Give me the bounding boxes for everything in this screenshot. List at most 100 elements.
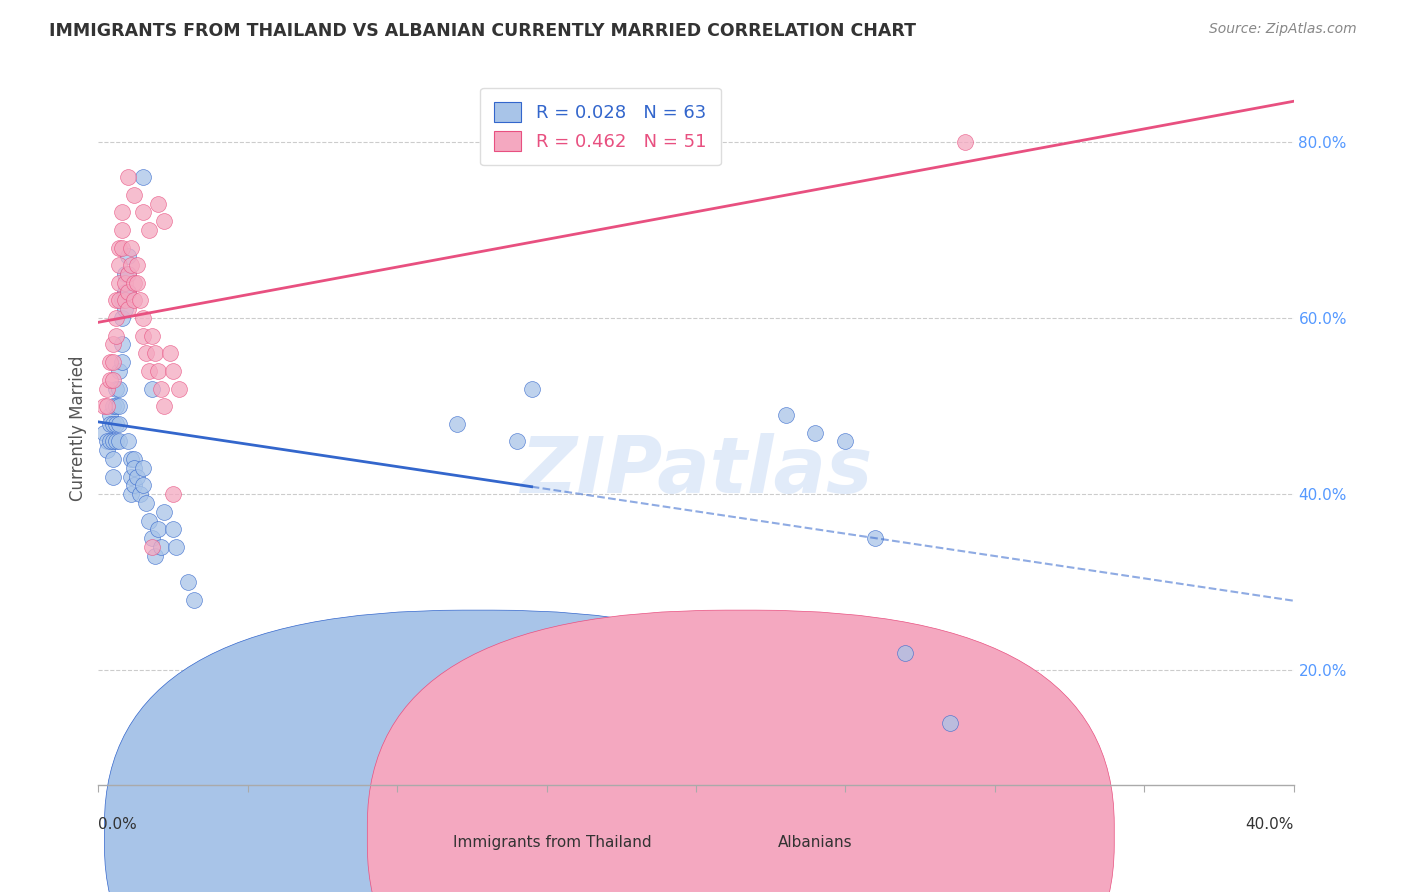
- Point: [162, 487, 184, 501]
- Point: [111, 311, 134, 326]
- Point: [132, 460, 155, 475]
- Point: [111, 223, 134, 237]
- Point: [150, 382, 173, 396]
- Point: [132, 205, 155, 219]
- Point: [103, 355, 125, 369]
- Point: [98, 408, 122, 422]
- Point: [159, 346, 181, 360]
- Point: [135, 346, 157, 360]
- Point: [132, 311, 155, 326]
- Point: [132, 328, 155, 343]
- Point: [108, 241, 131, 255]
- Y-axis label: Currently Married: Currently Married: [69, 355, 87, 501]
- Point: [117, 267, 139, 281]
- FancyBboxPatch shape: [104, 610, 852, 892]
- Point: [127, 469, 149, 483]
- FancyBboxPatch shape: [367, 610, 1115, 892]
- Point: [111, 355, 134, 369]
- Point: [103, 337, 125, 351]
- Point: [939, 716, 962, 731]
- Point: [117, 285, 139, 299]
- Point: [153, 505, 176, 519]
- Point: [183, 593, 205, 607]
- Point: [865, 531, 887, 545]
- Point: [108, 293, 131, 308]
- Point: [177, 575, 200, 590]
- Point: [117, 170, 139, 185]
- Point: [141, 531, 163, 545]
- Point: [114, 267, 136, 281]
- Point: [148, 523, 170, 537]
- Point: [108, 399, 131, 413]
- Text: ZIPatlas: ZIPatlas: [520, 433, 872, 509]
- Point: [117, 267, 139, 281]
- Point: [132, 170, 155, 185]
- Point: [124, 452, 146, 467]
- Point: [506, 434, 529, 449]
- Point: [141, 540, 163, 554]
- Point: [143, 549, 166, 563]
- Point: [105, 311, 128, 326]
- Point: [108, 364, 131, 378]
- Point: [775, 408, 797, 422]
- Point: [114, 285, 136, 299]
- Point: [108, 382, 131, 396]
- Point: [120, 487, 142, 501]
- Point: [98, 355, 122, 369]
- Point: [138, 223, 160, 237]
- Point: [127, 276, 149, 290]
- Point: [103, 417, 125, 431]
- Point: [127, 258, 149, 272]
- Point: [129, 487, 152, 501]
- Point: [153, 399, 176, 413]
- Point: [135, 496, 157, 510]
- Point: [98, 434, 122, 449]
- Point: [124, 187, 146, 202]
- Point: [93, 425, 115, 440]
- Point: [103, 399, 125, 413]
- Point: [105, 293, 128, 308]
- Point: [111, 337, 134, 351]
- Point: [114, 302, 136, 317]
- Point: [98, 373, 122, 387]
- Point: [111, 205, 134, 219]
- Text: Albanians: Albanians: [778, 835, 853, 850]
- Point: [98, 417, 122, 431]
- Text: Immigrants from Thailand: Immigrants from Thailand: [453, 835, 652, 850]
- Text: Source: ZipAtlas.com: Source: ZipAtlas.com: [1209, 22, 1357, 37]
- Point: [117, 302, 139, 317]
- Point: [162, 364, 184, 378]
- Point: [96, 443, 118, 458]
- Point: [129, 293, 152, 308]
- Point: [105, 382, 128, 396]
- Point: [96, 434, 118, 449]
- Point: [96, 399, 118, 413]
- Point: [111, 293, 134, 308]
- Point: [114, 276, 136, 290]
- Point: [124, 478, 146, 492]
- Point: [111, 241, 134, 255]
- Point: [138, 514, 160, 528]
- Point: [114, 293, 136, 308]
- Point: [148, 196, 170, 211]
- Point: [120, 258, 142, 272]
- Point: [138, 364, 160, 378]
- Point: [148, 364, 170, 378]
- Point: [153, 214, 176, 228]
- Point: [120, 452, 142, 467]
- Point: [117, 434, 139, 449]
- Point: [96, 382, 118, 396]
- Point: [105, 328, 128, 343]
- Point: [108, 434, 131, 449]
- Point: [103, 469, 125, 483]
- Point: [165, 540, 187, 554]
- Point: [141, 382, 163, 396]
- Point: [117, 285, 139, 299]
- Point: [132, 478, 155, 492]
- Point: [105, 399, 128, 413]
- Point: [108, 258, 131, 272]
- Point: [120, 469, 142, 483]
- Point: [108, 276, 131, 290]
- Point: [105, 417, 128, 431]
- Point: [141, 328, 163, 343]
